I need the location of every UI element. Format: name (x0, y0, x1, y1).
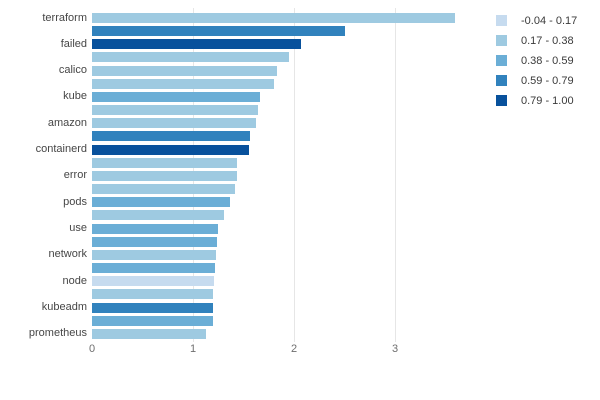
bar (92, 236, 218, 247)
legend-label: 0.59 - 0.79 (521, 75, 574, 87)
bar (92, 118, 256, 129)
category-label: pods (63, 195, 87, 208)
legend-label: 0.38 - 0.59 (521, 55, 574, 67)
bar (92, 197, 231, 208)
bar (92, 91, 260, 102)
legend-swatch (496, 35, 507, 46)
bar (92, 210, 225, 221)
category-label: node (62, 274, 87, 287)
bar (92, 263, 216, 274)
gridline-x-3 (395, 8, 396, 342)
category-label: terraform (42, 11, 87, 24)
bar (92, 157, 238, 168)
bar (92, 39, 302, 50)
gridline-x-2 (294, 8, 295, 342)
category-label: prometheus (28, 327, 87, 340)
legend-swatch (496, 75, 507, 86)
x-tick-label: 2 (290, 343, 298, 355)
category-label: kube (63, 90, 87, 103)
bar (92, 13, 455, 23)
bar (92, 328, 207, 339)
bar (92, 223, 219, 234)
bar (92, 276, 215, 287)
bar (92, 78, 274, 89)
category-label: network (48, 248, 87, 261)
category-label: containerd (35, 143, 87, 156)
bar (92, 184, 236, 195)
category-label: use (69, 222, 87, 235)
bar (92, 105, 258, 116)
bar (92, 65, 277, 76)
bar (92, 249, 217, 260)
legend-label: 0.79 - 1.00 (521, 95, 574, 107)
category-label: kubeadm (41, 301, 87, 314)
bar (92, 289, 214, 300)
bar (92, 302, 214, 313)
bar (92, 170, 238, 181)
bar (92, 144, 249, 155)
bar (92, 131, 250, 142)
x-tick-label: 3 (391, 343, 399, 355)
bar (92, 26, 345, 37)
category-label: calico (58, 64, 87, 77)
legend-swatch (496, 15, 507, 26)
category-label: amazon (47, 116, 87, 129)
x-tick-label: 1 (189, 343, 197, 355)
legend-label: -0.04 - 0.17 (521, 15, 578, 27)
bar (92, 52, 289, 63)
legend-swatch (496, 55, 507, 66)
x-tick-label: 0 (88, 343, 96, 355)
category-label: failed (60, 37, 87, 50)
category-label: error (63, 169, 87, 182)
bar (92, 315, 214, 326)
legend-label: 0.17 - 0.38 (521, 35, 574, 47)
legend-swatch (496, 95, 507, 106)
